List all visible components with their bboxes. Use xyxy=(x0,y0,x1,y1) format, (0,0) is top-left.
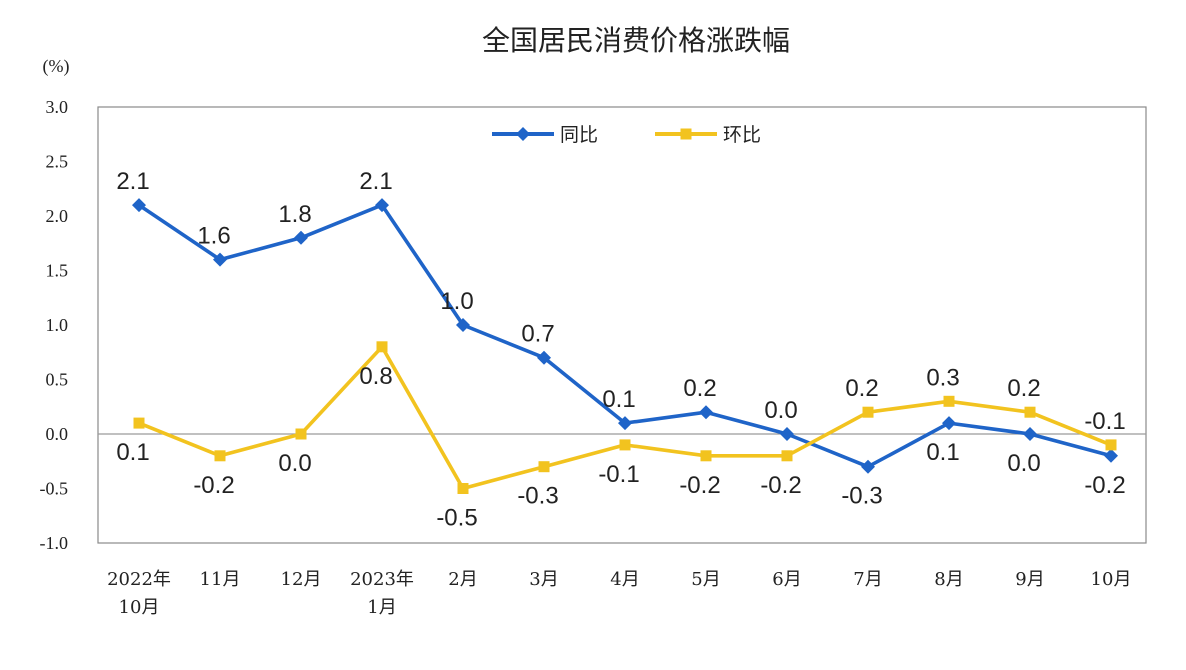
x-tick-label: 2022年 xyxy=(107,569,171,590)
data-label: 0.0 xyxy=(764,397,797,424)
x-tick-label: 6月 xyxy=(772,569,801,590)
y-tick-label: 1.0 xyxy=(46,315,69,335)
data-point-marker xyxy=(295,428,307,440)
data-point-marker xyxy=(1105,439,1117,451)
legend-marker-yoy xyxy=(516,127,530,141)
data-point-marker xyxy=(132,198,146,213)
data-point-marker xyxy=(861,459,875,474)
data-label: 0.3 xyxy=(926,364,959,391)
data-point-marker xyxy=(537,350,551,365)
data-point-marker xyxy=(700,450,712,462)
data-point-marker xyxy=(942,416,956,431)
x-tick-label: 2023年 xyxy=(350,569,414,590)
data-label: 2.1 xyxy=(116,168,149,195)
x-tick-label: 12月 xyxy=(281,569,322,590)
data-point-marker xyxy=(862,406,874,418)
x-tick-label: 11月 xyxy=(200,569,241,590)
y-tick-label: 2.0 xyxy=(46,206,69,226)
data-label: 1.6 xyxy=(197,223,230,250)
data-point-marker xyxy=(538,461,550,473)
x-tick-label: 8月 xyxy=(934,569,963,590)
data-label: 2.1 xyxy=(359,168,392,195)
data-point-marker xyxy=(456,318,470,332)
data-point-marker xyxy=(781,450,793,462)
data-point-marker xyxy=(214,450,226,462)
legend-label-yoy: 同比 xyxy=(560,124,598,146)
data-point-marker xyxy=(1104,448,1118,463)
data-label: -0.2 xyxy=(760,472,801,499)
data-label: 0.1 xyxy=(926,439,959,466)
y-tick-label: 0.0 xyxy=(46,424,69,444)
y-tick-label: -0.5 xyxy=(40,479,69,499)
data-point-marker xyxy=(780,427,794,441)
x-tick-label: 5月 xyxy=(691,569,720,590)
legend: 同比 环比 xyxy=(492,124,761,146)
legend-marker-mom xyxy=(680,128,692,140)
data-label: -0.5 xyxy=(436,505,477,532)
data-labels: 2.1 1.6 1.8 2.1 1.0 0.7 0.1 0.2 0.0 -0.3 0.1 0.0 -0.… xyxy=(116,168,1125,531)
data-point-marker xyxy=(943,395,955,407)
data-label: 0.0 xyxy=(278,450,311,477)
chart-title: 全国居民消费价格涨跌幅 xyxy=(482,24,790,57)
data-point-marker xyxy=(618,416,632,431)
data-point-marker xyxy=(699,405,713,420)
data-label: -0.3 xyxy=(517,483,558,510)
data-point-marker xyxy=(294,230,308,245)
y-tick-label: 1.5 xyxy=(46,261,69,281)
data-label: -0.3 xyxy=(841,483,882,510)
data-point-marker xyxy=(376,341,388,353)
legend-label-mom: 环比 xyxy=(723,124,761,146)
data-label: 0.8 xyxy=(359,363,392,390)
y-tick-label: -1.0 xyxy=(40,533,69,553)
y-tick-label: 2.5 xyxy=(46,152,69,172)
x-tick-label: 3月 xyxy=(529,569,558,590)
data-label: -0.2 xyxy=(1084,472,1125,499)
data-label: 1.0 xyxy=(440,288,473,315)
data-point-marker xyxy=(457,483,469,494)
x-axis-ticks: 2022年 10月 11月 12月 2023年 1月 2月 3月 4月 5月 6月 7月 8月 9月 10月 xyxy=(107,569,1131,618)
data-label: -0.1 xyxy=(1084,408,1125,435)
data-point-marker xyxy=(619,439,631,451)
data-label: 0.2 xyxy=(1007,375,1040,402)
data-label: 0.2 xyxy=(683,375,716,402)
x-tick-label: 10月 xyxy=(119,597,160,618)
y-tick-label: 0.5 xyxy=(46,370,69,390)
data-point-marker xyxy=(133,417,145,429)
x-tick-label: 1月 xyxy=(367,597,396,618)
x-tick-label: 10月 xyxy=(1091,569,1132,590)
data-point-marker xyxy=(375,198,389,213)
x-tick-label: 7月 xyxy=(853,569,882,590)
data-point-marker xyxy=(213,252,227,267)
data-label: 0.7 xyxy=(521,321,554,348)
data-point-marker xyxy=(1024,406,1036,418)
data-label: -0.1 xyxy=(598,461,639,488)
data-label: -0.2 xyxy=(193,472,234,499)
x-tick-label: 9月 xyxy=(1015,569,1044,590)
data-label: 1.8 xyxy=(278,201,311,228)
x-tick-label: 2月 xyxy=(448,569,477,590)
data-point-marker xyxy=(1023,427,1037,441)
plot-area-frame xyxy=(97,106,1147,544)
data-label: -0.2 xyxy=(679,472,720,499)
series-markers xyxy=(132,198,1118,494)
data-label: 0.0 xyxy=(1007,450,1040,477)
data-label: 0.1 xyxy=(602,386,635,413)
y-tick-label: 3.0 xyxy=(46,97,69,117)
x-tick-label: 4月 xyxy=(610,569,639,590)
y-axis-unit-label: (%) xyxy=(43,56,70,77)
y-axis-ticks: 3.0 2.5 2.0 1.5 1.0 0.5 0.0 -0.5 -1.0 xyxy=(40,97,69,553)
data-label: 0.2 xyxy=(845,375,878,402)
data-label: 0.1 xyxy=(116,439,149,466)
